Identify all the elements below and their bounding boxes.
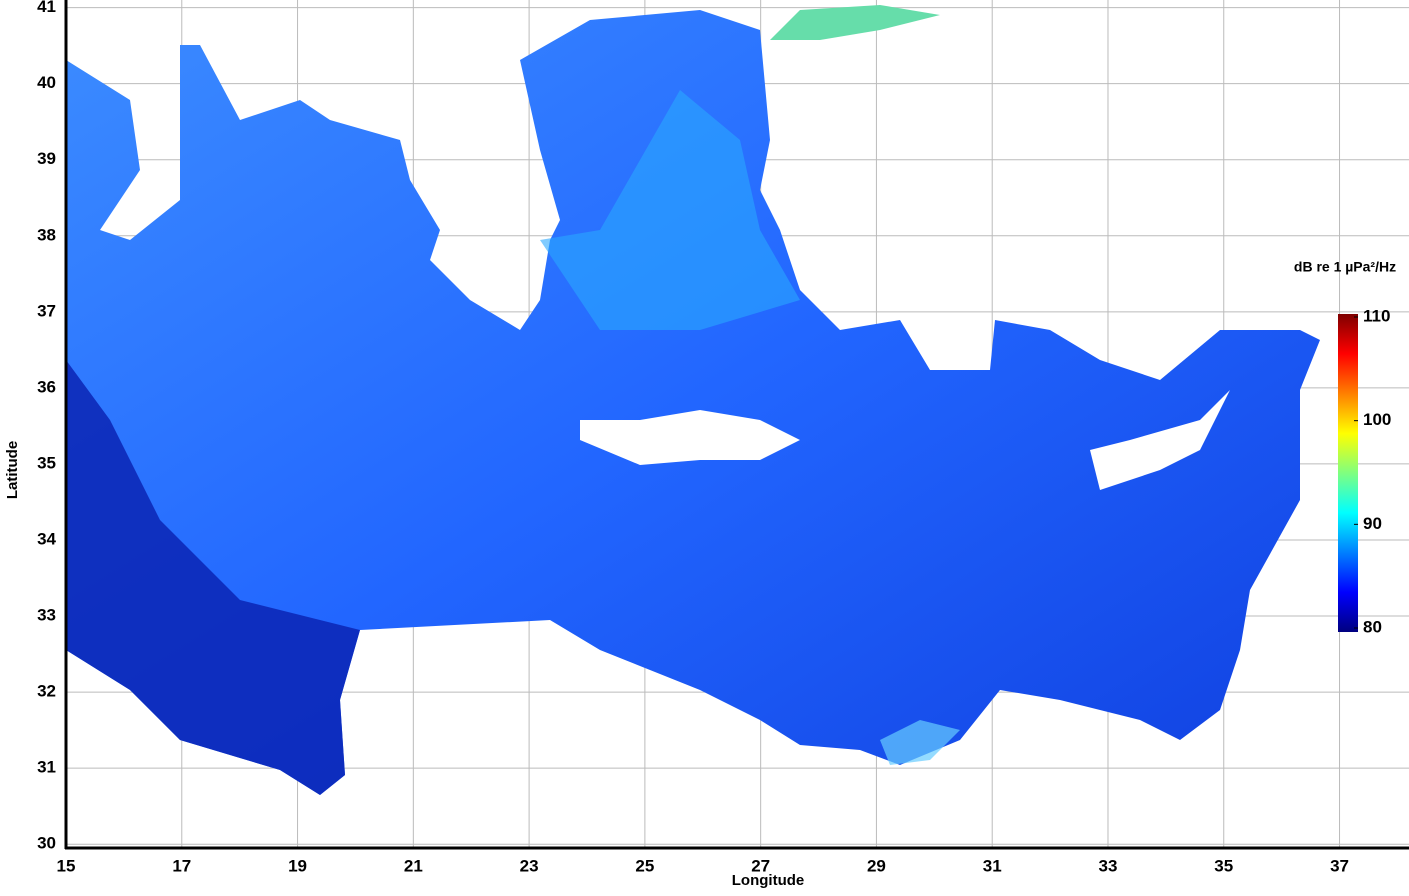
x-tick-label: 15 [57,856,76,875]
y-tick-label: 35 [37,453,56,472]
x-tick-label: 17 [172,856,191,875]
marmara [770,5,940,40]
x-tick-label: 19 [288,856,307,875]
y-tick-label: 33 [37,606,56,625]
x-tick-label: 23 [520,856,539,875]
x-tick-label: 31 [983,856,1002,875]
x-tick-label: 25 [635,856,654,875]
y-tick-label: 32 [37,682,56,701]
x-tick-label: 35 [1214,856,1233,875]
y-tick-label: 39 [37,149,56,168]
x-axis-label: Longitude [732,872,804,889]
colorbar-tick-label: 110 [1363,306,1390,325]
x-tick-label: 29 [867,856,886,875]
colorbar-tick-label: 80 [1363,617,1382,636]
sea-dark [66,360,360,795]
y-tick-label: 40 [37,73,56,92]
colorbar [1338,314,1358,632]
y-tick-label: 41 [37,0,56,16]
aegean [540,90,800,330]
cyprus [1090,390,1230,490]
y-tick-label: 34 [37,529,56,548]
colorbar-label: dB re 1 µPa²/Hz [1294,259,1396,275]
x-tick-label: 33 [1099,856,1118,875]
y-tick-label: 36 [37,377,56,396]
x-tick-label: 21 [404,856,423,875]
y-tick-label: 37 [37,301,56,320]
y-axis-label: Latitude [4,441,21,499]
y-tick-label: 30 [37,834,56,853]
x-tick-label: 37 [1330,856,1349,875]
y-tick-label: 38 [37,225,56,244]
y-tick-label: 31 [37,758,56,777]
labels: 15 17 19 21 23 25 27 29 31 33 35 37 30 31 32 33 34 35 36 37… [37,0,1391,875]
crete [580,410,800,465]
noise-field [66,5,1320,795]
sea [66,10,1320,795]
colorbar-tick-label: 100 [1363,410,1391,429]
sea-hotspot [880,720,960,765]
x-tick-label: 27 [751,856,770,875]
colorbar-tick-label: 90 [1363,514,1382,533]
